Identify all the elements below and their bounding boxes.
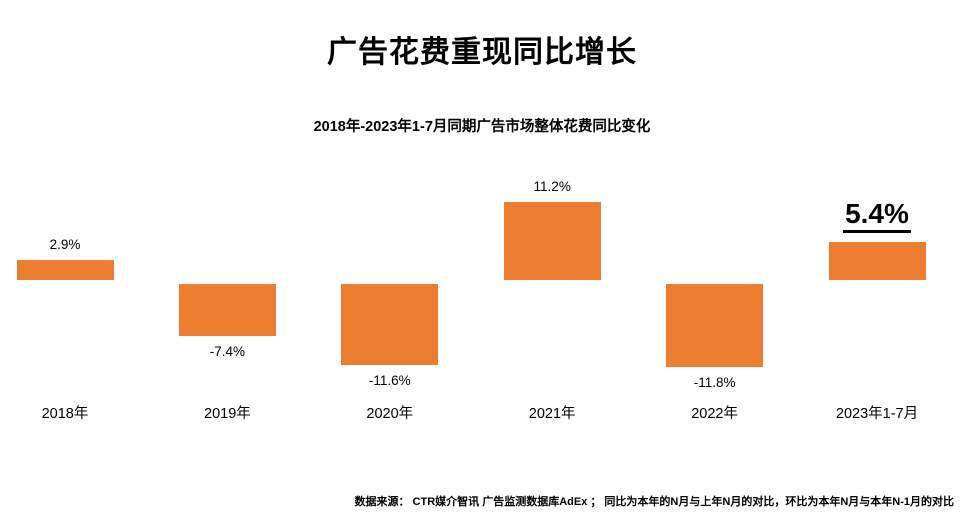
x-axis-label-4: 2022年	[691, 406, 738, 422]
value-text: 11.2%	[533, 179, 571, 194]
value-label: 11.2%	[471, 179, 633, 195]
x-axis-label-2: 2020年	[366, 406, 414, 422]
bar-2	[341, 284, 439, 365]
bar-3	[503, 202, 601, 280]
bar-1	[178, 284, 276, 336]
x-axis-label-0: 2018年	[41, 406, 89, 422]
bar-0	[16, 260, 114, 280]
x-axis-label-3: 2021年	[528, 406, 576, 422]
value-text: -11.6%	[368, 373, 411, 388]
value-text: 2.9%	[49, 237, 81, 252]
value-label: -11.6%	[309, 373, 471, 389]
chart-title: 广告花费重现同比增长	[327, 36, 637, 69]
value-label: -11.8%	[634, 375, 796, 391]
plot-area: 2.9% 2018年 -7.4% 2019年 -11.6% 2020年 11.2% 2021年…	[0, 170, 964, 440]
value-label: -7.4%	[146, 344, 308, 360]
x-axis-label-5: 2023年1-7月	[835, 406, 919, 422]
value-text: -11.8%	[693, 375, 736, 390]
chart-subtitle: 2018年-2023年1-7月同期广告市场整体花费同比变化	[313, 119, 651, 135]
value-text: -7.4%	[209, 344, 246, 359]
x-axis-label-1: 2019年	[204, 406, 251, 422]
source-note: 数据来源： CTR媒介智讯 广告监测数据库AdEx ； 同比为本年的N月与上年N…	[354, 496, 954, 508]
bar-4	[666, 284, 764, 367]
value-label-highlight: 5.4%	[796, 198, 958, 233]
bar-5	[828, 242, 926, 280]
value-label: 2.9%	[0, 237, 146, 253]
value-text: 5.4%	[843, 198, 911, 233]
